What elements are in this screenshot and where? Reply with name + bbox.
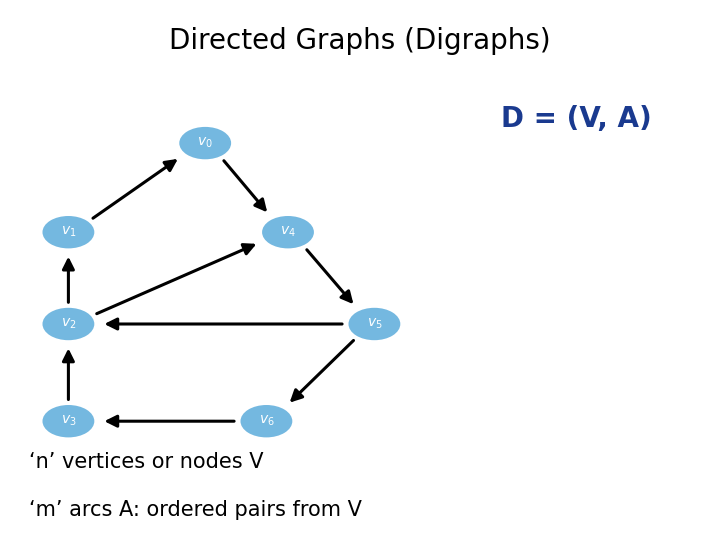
- Ellipse shape: [262, 216, 314, 248]
- Ellipse shape: [240, 405, 292, 437]
- Text: ‘m’ arcs A: ordered pairs from V: ‘m’ arcs A: ordered pairs from V: [29, 500, 361, 521]
- Text: $v_{6}$: $v_{6}$: [258, 414, 274, 428]
- Text: D = (V, A): D = (V, A): [500, 105, 652, 133]
- Text: $v_{2}$: $v_{2}$: [60, 317, 76, 331]
- Ellipse shape: [348, 308, 400, 340]
- Text: $v_{5}$: $v_{5}$: [366, 317, 382, 331]
- Text: $v_{0}$: $v_{0}$: [197, 136, 213, 150]
- Ellipse shape: [42, 405, 94, 437]
- Ellipse shape: [42, 216, 94, 248]
- Text: $v_{1}$: $v_{1}$: [60, 225, 76, 239]
- Text: $v_{3}$: $v_{3}$: [60, 414, 76, 428]
- Text: $v_{4}$: $v_{4}$: [280, 225, 296, 239]
- Text: ‘n’ vertices or nodes V: ‘n’ vertices or nodes V: [29, 451, 264, 472]
- Ellipse shape: [42, 308, 94, 340]
- Text: Directed Graphs (Digraphs): Directed Graphs (Digraphs): [169, 27, 551, 55]
- Ellipse shape: [179, 127, 231, 159]
